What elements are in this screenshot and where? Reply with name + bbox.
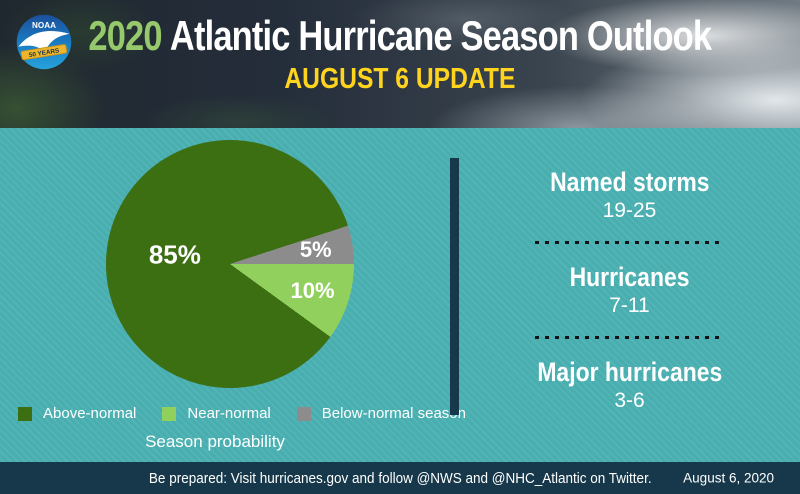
pie-slice-label: 10% xyxy=(290,277,335,303)
pie-slice-label: 85% xyxy=(148,239,201,270)
stat-value: 19-25 xyxy=(602,199,657,222)
chart-caption: Season probability xyxy=(145,432,285,451)
legend-item: Above-normal xyxy=(18,405,136,422)
dotted-divider xyxy=(534,241,725,244)
title-year: 2020 xyxy=(88,12,163,59)
legend-swatch-icon xyxy=(162,406,177,421)
pie-slice-label: 5% xyxy=(299,237,332,263)
update-subtitle: AUGUST 6 UPDATE xyxy=(284,63,516,95)
chart-legend: Above-normal Near-normal Below-normal seas… xyxy=(18,405,466,422)
header-titles: 2020 Atlantic Hurricane Season Outlook AU… xyxy=(0,0,800,96)
footer-date: August 6, 2020 xyxy=(683,470,774,486)
noaa-logo-graphic: NOAA 50 YEARS xyxy=(16,14,72,70)
noaa-logo: NOAA 50 YEARS xyxy=(15,13,73,71)
stat-value: 7-11 xyxy=(609,294,650,317)
header-banner: NOAA 50 YEARS 2020 Atlantic Hurricane Sea… xyxy=(0,0,800,128)
stat-block: Hurricanes 7-11 xyxy=(559,261,700,319)
noaa-logo-text: NOAA xyxy=(32,21,56,30)
seagull-icon xyxy=(18,30,70,54)
pie-chart: 85% 5% 10% xyxy=(106,140,354,388)
dotted-divider xyxy=(534,336,725,339)
legend-label: Below-normal season xyxy=(321,405,466,422)
stat-value: 3-6 xyxy=(614,389,645,412)
title-text: Atlantic Hurricane Season Outlook xyxy=(170,12,712,59)
footer-bar: Be prepared: Visit hurricanes.gov and fo… xyxy=(0,462,800,494)
stat-label: Hurricanes xyxy=(569,262,690,292)
legend-item: Near-normal xyxy=(162,405,271,422)
stat-block: Major hurricanes 3-6 xyxy=(521,356,739,414)
page-title: 2020 Atlantic Hurricane Season Outlook xyxy=(0,13,800,59)
legend-label: Above-normal xyxy=(43,405,137,422)
stat-block: Named storms 19-25 xyxy=(536,166,724,224)
vertical-divider-bar xyxy=(450,158,459,415)
legend-swatch-icon xyxy=(18,406,32,421)
legend-label: Near-normal xyxy=(187,405,271,422)
stat-label: Major hurricanes xyxy=(537,357,722,387)
stat-label: Named storms xyxy=(549,167,710,197)
logo-banner-text: 50 YEARS xyxy=(28,47,59,59)
stats-panel: Named storms 19-25 Hurricanes 7-11 Major hur… xyxy=(459,152,800,414)
legend-swatch-icon xyxy=(296,406,311,421)
legend-item: Below-normal season xyxy=(296,405,466,422)
footer-message: Be prepared: Visit hurricanes.gov and fo… xyxy=(148,469,652,487)
